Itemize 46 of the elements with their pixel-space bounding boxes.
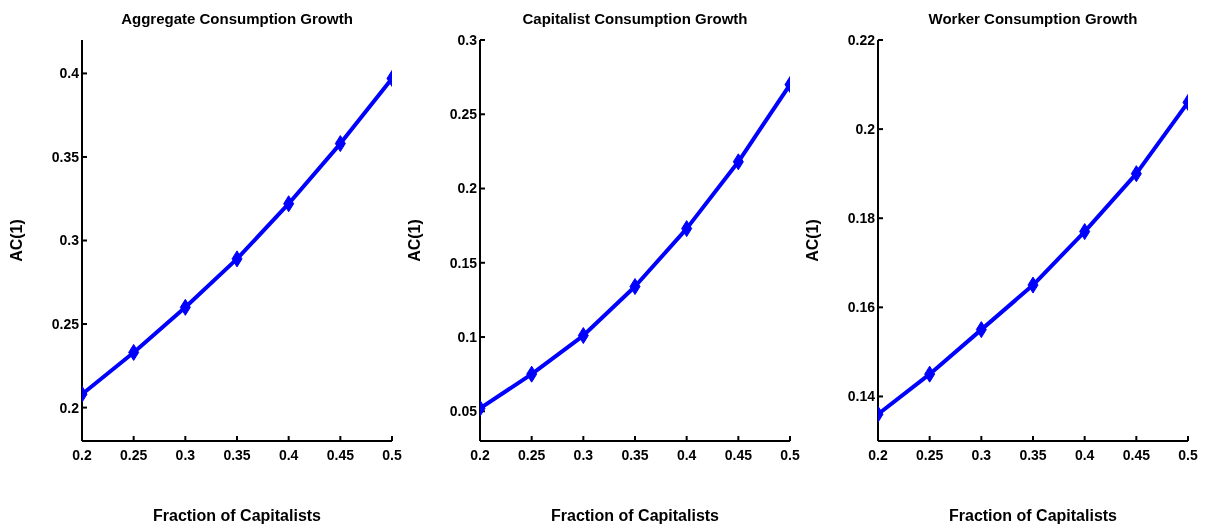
- y-tick-label: 0.25: [449, 106, 478, 123]
- x-tick-label: 0.2: [72, 446, 92, 463]
- y-tick-label: 0.2: [457, 180, 478, 197]
- y-tick-label: 0.3: [59, 232, 80, 249]
- x-tick-label: 0.45: [1122, 446, 1151, 463]
- chart-title: Capitalist Consumption Growth: [521, 10, 749, 27]
- x-tick-label: 0.2: [470, 446, 490, 463]
- x-tick-label: 0.25: [916, 446, 944, 463]
- x-tick-label: 0.45: [326, 446, 355, 463]
- x-tick-label: 0.35: [1019, 446, 1047, 463]
- x-axis-title: Fraction of Capitalists: [550, 507, 720, 524]
- y-tick-label: 0.2: [855, 121, 876, 138]
- y-tick-label: 0.14: [847, 388, 876, 405]
- x-tick-label: 0.2: [868, 446, 888, 463]
- y-tick-label: 0.35: [51, 148, 80, 165]
- x-axis-title: Fraction of Capitalists: [948, 507, 1118, 524]
- x-tick-label: 0.45: [724, 446, 753, 463]
- x-tick-label: 0.3: [971, 446, 992, 463]
- x-tick-label: 0.4: [1074, 446, 1095, 463]
- x-tick-label: 0.5: [1178, 446, 1198, 463]
- y-tick-label: 0.3: [457, 31, 478, 48]
- y-axis-title: AC(1): [405, 219, 423, 262]
- y-tick-label: 0.05: [449, 403, 478, 420]
- x-tick-label: 0.4: [676, 446, 697, 463]
- x-tick-label: 0.3: [573, 446, 594, 463]
- chart-title: Aggregate Consumption Growth: [120, 10, 354, 27]
- y-axis-title: AC(1): [803, 219, 821, 262]
- x-tick-label: 0.35: [223, 446, 251, 463]
- y-tick-label: 0.1: [457, 329, 478, 346]
- y-tick-label: 0.22: [847, 31, 876, 48]
- y-tick-label: 0.4: [59, 65, 80, 82]
- x-tick-label: 0.25: [518, 446, 546, 463]
- y-tick-label: 0.16: [847, 299, 876, 316]
- x-tick-label: 0.5: [780, 446, 800, 463]
- x-tick-label: 0.4: [278, 446, 299, 463]
- x-tick-label: 0.35: [621, 446, 649, 463]
- y-tick-label: 0.18: [847, 210, 876, 227]
- chart-title: Worker Consumption Growth: [927, 10, 1139, 27]
- x-tick-label: 0.25: [120, 446, 148, 463]
- y-tick-label: 0.2: [59, 399, 80, 416]
- x-axis-title: Fraction of Capitalists: [152, 507, 322, 524]
- y-axis-title: AC(1): [7, 219, 25, 262]
- x-tick-label: 0.3: [175, 446, 196, 463]
- x-tick-label: 0.5: [382, 446, 402, 463]
- y-tick-label: 0.25: [51, 316, 80, 333]
- y-tick-label: 0.15: [449, 254, 478, 271]
